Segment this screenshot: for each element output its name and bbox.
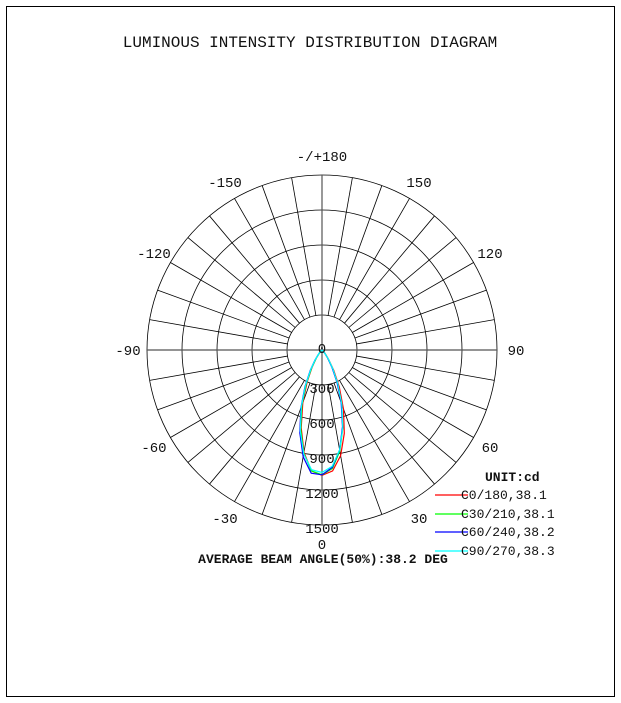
radial-tick-label: 1500 [305, 522, 339, 538]
grid-spoke [261, 185, 311, 318]
grid-spoke [354, 361, 487, 411]
legend: UNIT:cd C0/180,38.1 C30/210,38.1 C60/240,3… [435, 470, 555, 559]
angle-tick-label: 120 [477, 247, 502, 263]
page-border [6, 6, 615, 697]
grid-spoke [339, 380, 410, 502]
grid-spoke [149, 319, 288, 345]
grid-spoke [170, 367, 292, 438]
radial-tick-label: 300 [309, 382, 334, 398]
grid-spoke [344, 215, 435, 324]
grid-spoke [209, 215, 300, 324]
grid-spoke [356, 355, 495, 381]
grid-spoke [348, 237, 457, 328]
grid-spoke [234, 380, 305, 502]
grid-spoke [157, 361, 290, 411]
unit-label: UNIT:cd [485, 470, 540, 485]
grid-spoke [344, 376, 435, 485]
radial-tick-label: 600 [309, 417, 334, 433]
polar-grid [146, 174, 498, 526]
angle-tick-label: -90 [115, 344, 140, 360]
grid-spoke [157, 289, 290, 339]
grid-spoke [327, 177, 353, 316]
grid-spoke [356, 319, 495, 345]
series-curve-3 [299, 349, 344, 474]
angle-tick-label: 60 [482, 441, 499, 457]
legend-label: C30/210,38.1 [461, 507, 555, 522]
grid-spoke [339, 198, 410, 320]
angle-tick-label: -60 [141, 441, 166, 457]
grid-spoke [354, 289, 487, 339]
beam-angle-footer: AVERAGE BEAM ANGLE(50%):38.2 DEG [198, 552, 448, 567]
angle-tick-label: 90 [508, 344, 525, 360]
angle-tick-label: -120 [137, 247, 171, 263]
axis-labels: -/+1801501209060300-30-60-90-120-1500300… [115, 150, 524, 554]
angle-tick-label: -150 [208, 176, 242, 192]
grid-spoke [187, 237, 296, 328]
curves [299, 349, 345, 477]
angle-tick-label: 150 [406, 176, 431, 192]
angle-tick-label: 30 [411, 512, 428, 528]
grid-spoke [291, 177, 317, 316]
grid-spoke [187, 372, 296, 463]
grid-spoke [170, 262, 292, 333]
grid-spoke [333, 185, 383, 318]
radial-tick-label: 1200 [305, 487, 339, 503]
grid-spoke [348, 372, 457, 463]
grid-spoke [352, 367, 474, 438]
grid-spoke [327, 384, 353, 523]
angle-tick-label: 0 [318, 538, 326, 554]
grid-spoke [149, 355, 288, 381]
radial-tick-label: 900 [309, 452, 334, 468]
grid-spoke [234, 198, 305, 320]
radial-tick-label: 0 [318, 342, 326, 358]
chart-title: LUMINOUS INTENSITY DISTRIBUTION DIAGRAM [123, 34, 497, 52]
angle-tick-label: -/+180 [297, 150, 347, 166]
grid-spoke [209, 376, 300, 485]
angle-tick-label: -30 [212, 512, 237, 528]
legend-label: C60/240,38.2 [461, 525, 555, 540]
grid-spoke [352, 262, 474, 333]
legend-label: C0/180,38.1 [461, 488, 547, 503]
legend-label: C90/270,38.3 [461, 544, 555, 559]
